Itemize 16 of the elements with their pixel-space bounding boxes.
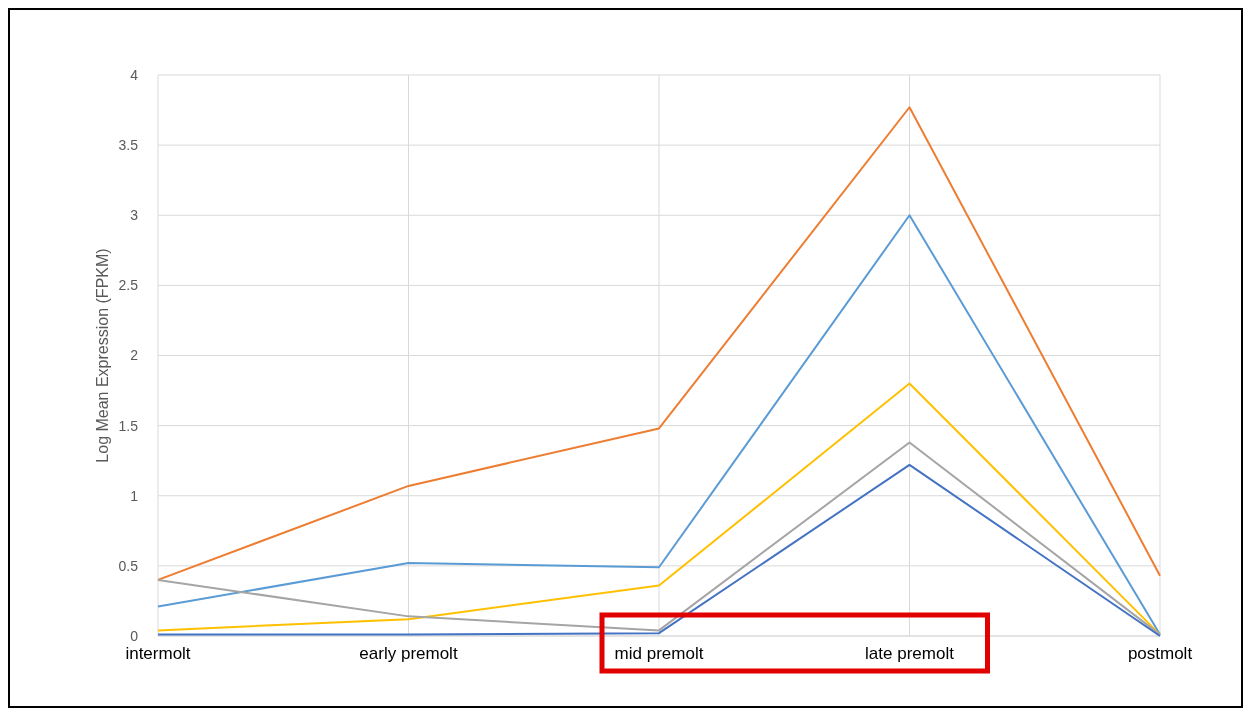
y-axis-title: Log Mean Expression (FPKM)	[94, 248, 111, 463]
y-tick-label: 1	[130, 487, 139, 504]
x-tick-label: mid premolt	[614, 644, 704, 663]
y-tick-label: 0.5	[118, 557, 139, 574]
y-tick-label: 1.5	[118, 417, 139, 434]
y-tick-label: 0	[130, 627, 139, 644]
x-tick-label: late premolt	[865, 644, 955, 663]
y-tick-label: 3	[130, 207, 139, 224]
x-tick-label: early premolt	[359, 644, 458, 663]
y-tick-label: 2.5	[118, 277, 139, 294]
y-tick-label: 4	[130, 66, 139, 83]
line-series	[157, 106, 1161, 581]
x-tick-label: postmolt	[1127, 644, 1193, 663]
y-tick-label: 3.5	[118, 137, 139, 154]
x-tick-label: intermolt	[125, 644, 191, 663]
y-tick-label: 2	[130, 347, 139, 364]
